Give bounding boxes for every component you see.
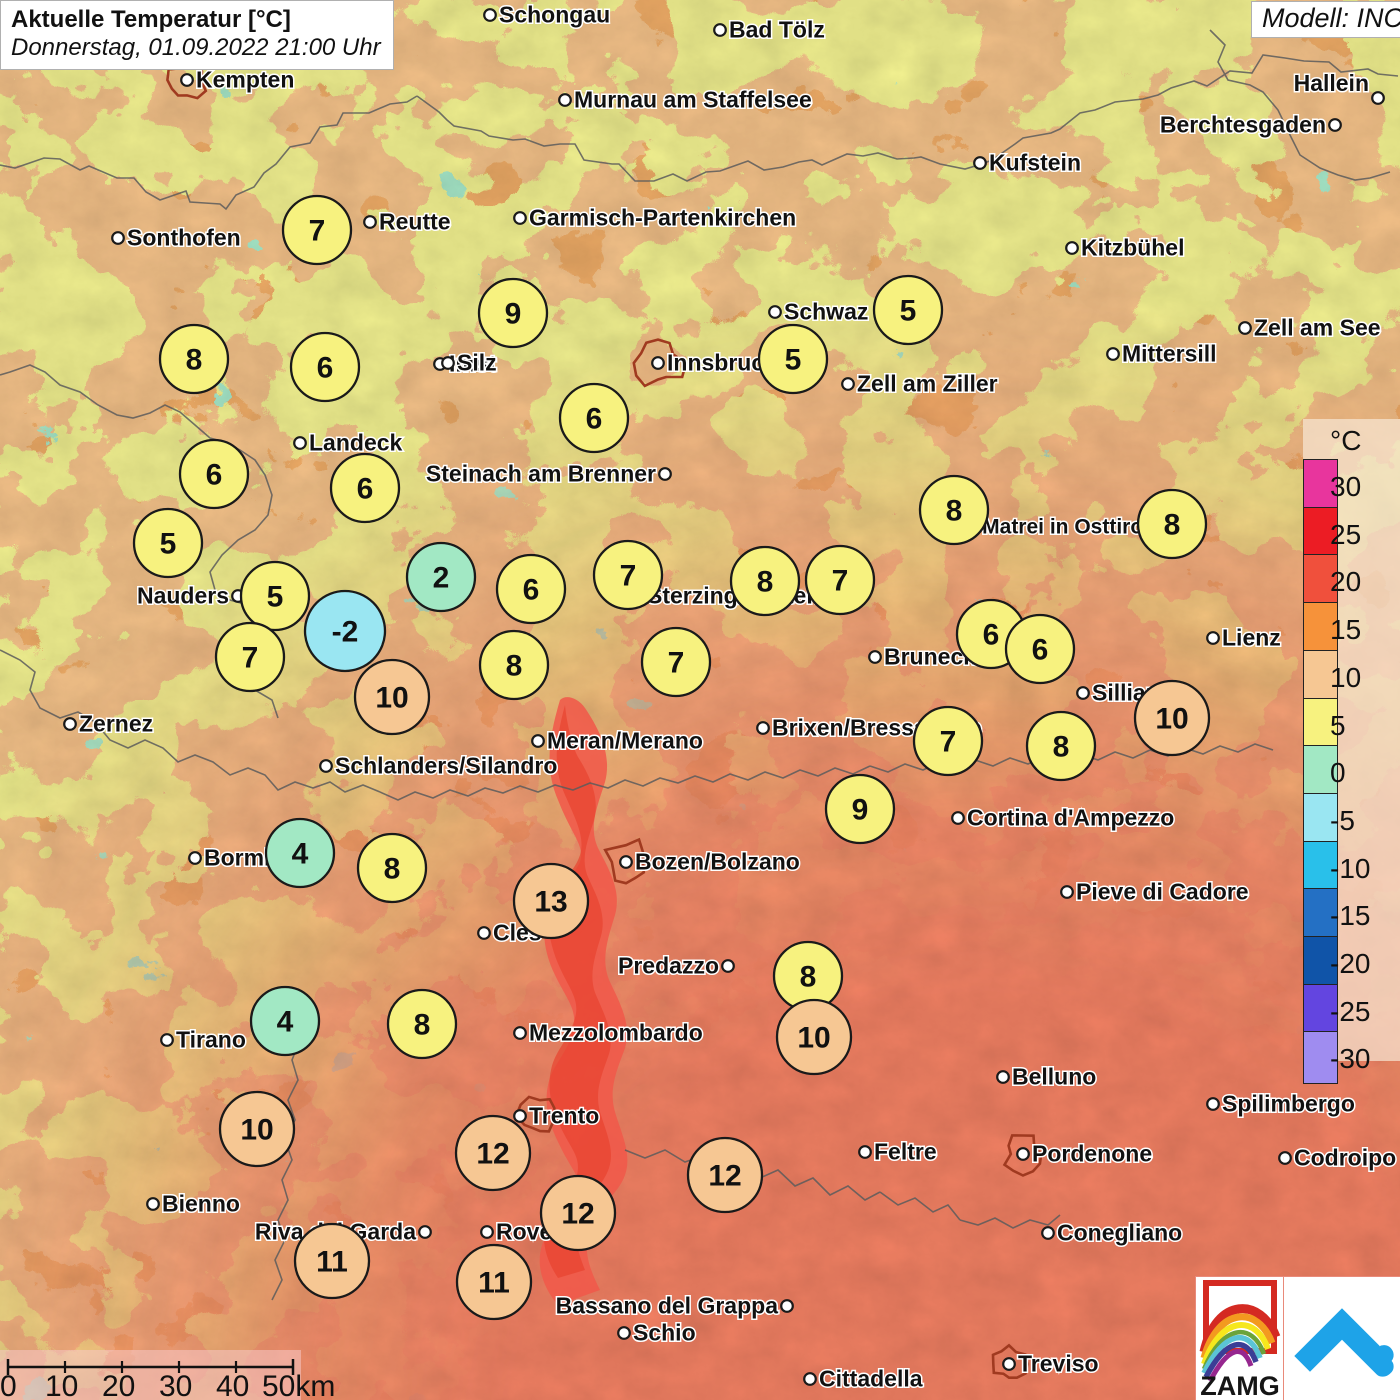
svg-text:Schio: Schio <box>633 1320 696 1346</box>
svg-text:2: 2 <box>433 562 450 595</box>
svg-text:Cortina d'Ampezzo: Cortina d'Ampezzo <box>967 805 1174 831</box>
svg-text:Mezzolombardo: Mezzolombardo <box>529 1020 703 1046</box>
svg-text:10: 10 <box>240 1114 273 1147</box>
svg-text:8: 8 <box>1164 509 1181 542</box>
svg-text:Conegliano: Conegliano <box>1057 1220 1182 1246</box>
svg-text:Bienno: Bienno <box>162 1191 240 1217</box>
svg-text:6: 6 <box>586 403 603 436</box>
svg-text:11: 11 <box>316 1246 348 1279</box>
svg-text:12: 12 <box>476 1138 509 1171</box>
svg-text:13: 13 <box>534 886 567 919</box>
svg-text:8: 8 <box>414 1009 431 1042</box>
svg-text:Hallein: Hallein <box>1294 70 1369 96</box>
svg-text:Murnau am Staffelsee: Murnau am Staffelsee <box>574 87 812 113</box>
svg-text:Zell am See: Zell am See <box>1254 315 1381 341</box>
svg-text:8: 8 <box>946 495 963 528</box>
svg-text:Spilimbergo: Spilimbergo <box>1222 1091 1355 1117</box>
svg-text:Lienz: Lienz <box>1222 625 1281 651</box>
svg-text:12: 12 <box>708 1160 741 1193</box>
svg-text:7: 7 <box>832 565 849 598</box>
svg-text:Bad Tölz: Bad Tölz <box>729 17 825 43</box>
svg-text:Garmisch-Partenkirchen: Garmisch-Partenkirchen <box>529 205 796 231</box>
svg-text:Cittadella: Cittadella <box>819 1366 923 1392</box>
svg-text:Feltre: Feltre <box>874 1139 937 1165</box>
svg-text:6: 6 <box>357 473 374 506</box>
svg-text:Treviso: Treviso <box>1018 1351 1099 1377</box>
svg-text:6: 6 <box>1032 634 1049 667</box>
svg-text:8: 8 <box>800 961 817 994</box>
svg-text:-2: -2 <box>332 616 359 649</box>
svg-text:Kempten: Kempten <box>196 67 294 93</box>
svg-text:10: 10 <box>797 1022 830 1055</box>
svg-text:9: 9 <box>505 298 522 331</box>
svg-text:6: 6 <box>983 619 1000 652</box>
svg-text:Silz: Silz <box>457 350 497 376</box>
svg-text:Landeck: Landeck <box>309 430 403 456</box>
svg-text:6: 6 <box>317 352 334 385</box>
svg-text:Sonthofen: Sonthofen <box>127 225 241 251</box>
svg-text:6: 6 <box>523 574 540 607</box>
svg-text:Belluno: Belluno <box>1012 1064 1096 1090</box>
svg-text:5: 5 <box>900 295 917 328</box>
svg-text:7: 7 <box>242 642 259 675</box>
svg-text:Pordenone: Pordenone <box>1032 1141 1152 1167</box>
svg-text:Bozen/Bolzano: Bozen/Bolzano <box>635 849 800 875</box>
svg-text:8: 8 <box>506 650 523 683</box>
svg-text:4: 4 <box>277 1006 294 1039</box>
svg-text:4: 4 <box>292 838 309 871</box>
svg-text:Zernez: Zernez <box>79 711 153 737</box>
svg-text:6: 6 <box>206 459 223 492</box>
svg-text:7: 7 <box>940 726 957 759</box>
svg-text:5: 5 <box>160 528 177 561</box>
svg-text:11: 11 <box>478 1267 510 1300</box>
svg-text:Kitzbühel: Kitzbühel <box>1081 235 1185 261</box>
svg-text:Trento: Trento <box>529 1103 599 1129</box>
svg-text:Schongau: Schongau <box>499 2 610 28</box>
svg-text:8: 8 <box>1053 731 1070 764</box>
svg-text:Zell am Ziller: Zell am Ziller <box>857 371 998 397</box>
svg-text:Reutte: Reutte <box>379 209 451 235</box>
svg-text:Steinach am Brenner: Steinach am Brenner <box>426 461 656 487</box>
svg-text:10: 10 <box>1155 703 1188 736</box>
svg-text:5: 5 <box>785 344 802 377</box>
svg-text:12: 12 <box>561 1198 594 1231</box>
svg-text:ZAMG: ZAMG <box>1200 1371 1279 1400</box>
svg-text:7: 7 <box>309 215 326 248</box>
svg-text:8: 8 <box>757 566 774 599</box>
svg-text:9: 9 <box>852 794 869 827</box>
svg-text:Bassano del Grappa: Bassano del Grappa <box>556 1293 779 1319</box>
svg-text:Schlanders/Silandro: Schlanders/Silandro <box>335 753 557 779</box>
svg-text:Kufstein: Kufstein <box>989 150 1081 176</box>
svg-text:Berchtesgaden: Berchtesgaden <box>1160 112 1326 138</box>
svg-text:Codroipo: Codroipo <box>1294 1145 1396 1171</box>
svg-text:7: 7 <box>620 560 637 593</box>
svg-text:Nauders: Nauders <box>137 583 229 609</box>
svg-text:7: 7 <box>668 647 685 680</box>
svg-text:Matrei in Osttirol: Matrei in Osttirol <box>982 516 1149 539</box>
svg-text:8: 8 <box>186 344 203 377</box>
svg-text:8: 8 <box>384 853 401 886</box>
svg-text:Pieve di Cadore: Pieve di Cadore <box>1076 879 1249 905</box>
svg-text:Predazzo: Predazzo <box>618 953 719 979</box>
svg-text:Schwaz: Schwaz <box>784 299 868 325</box>
svg-text:5: 5 <box>267 581 284 614</box>
svg-text:10: 10 <box>375 682 408 715</box>
svg-text:Tirano: Tirano <box>176 1027 246 1053</box>
svg-text:Mittersill: Mittersill <box>1122 341 1217 367</box>
svg-text:Meran/Merano: Meran/Merano <box>547 728 703 754</box>
